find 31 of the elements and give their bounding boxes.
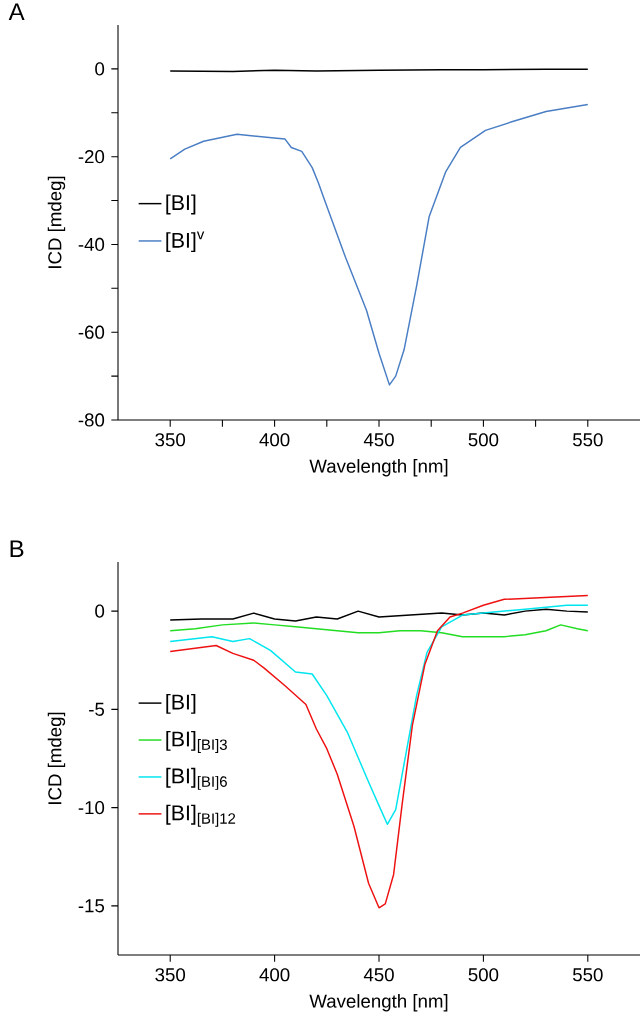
x-tick-label: 550 — [572, 433, 603, 447]
x-axis-title: Wavelength [nm] — [309, 994, 448, 1012]
legend-label: [BI]$_{[BI]12}$ — [166, 804, 236, 827]
y-tick-label: 0 — [95, 604, 105, 618]
y-axis-title: ICD [mdeg] — [47, 176, 66, 268]
legend-label: [BI]$_{[BI]3}$ — [166, 730, 227, 753]
x-tick-label: 500 — [468, 433, 499, 447]
y-tick-label: -10 — [78, 801, 105, 815]
y-tick-label: -15 — [78, 899, 105, 913]
y-tick-label: -40 — [78, 237, 105, 252]
x-tick-label: 400 — [259, 968, 290, 982]
x-tick-label: 350 — [155, 968, 186, 982]
legend-label: [BI] — [166, 693, 196, 714]
chart-title: B — [10, 540, 24, 558]
y-tick-label: -5 — [89, 702, 105, 716]
x-axis-title: Wavelength [nm] — [309, 459, 448, 477]
x-tick-label: 550 — [572, 968, 603, 982]
legend-label: [BI] — [166, 194, 196, 215]
x-tick-label: 350 — [155, 433, 186, 447]
y-tick-label: -20 — [78, 150, 105, 164]
y-axis-title: ICD [mdeg] — [47, 712, 66, 804]
x-tick-label: 500 — [468, 968, 499, 982]
y-tick-label: 0 — [95, 62, 105, 76]
y-tick-label: -80 — [78, 413, 105, 427]
x-tick-label: 450 — [363, 968, 394, 982]
x-tick-label: 400 — [259, 433, 290, 447]
legend-label: [BI]$^{v}$ — [166, 231, 205, 253]
chart-title: A — [8, 3, 25, 20]
y-tick-label: -60 — [78, 325, 105, 339]
legend-label: [BI]$_{[BI]6}$ — [166, 767, 227, 790]
x-tick-label: 450 — [363, 433, 394, 447]
